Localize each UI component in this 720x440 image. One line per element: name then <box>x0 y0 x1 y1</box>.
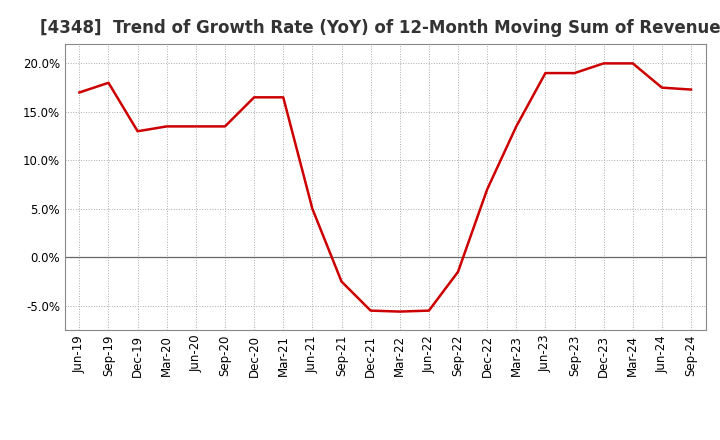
Title: [4348]  Trend of Growth Rate (YoY) of 12-Month Moving Sum of Revenues: [4348] Trend of Growth Rate (YoY) of 12-… <box>40 19 720 37</box>
